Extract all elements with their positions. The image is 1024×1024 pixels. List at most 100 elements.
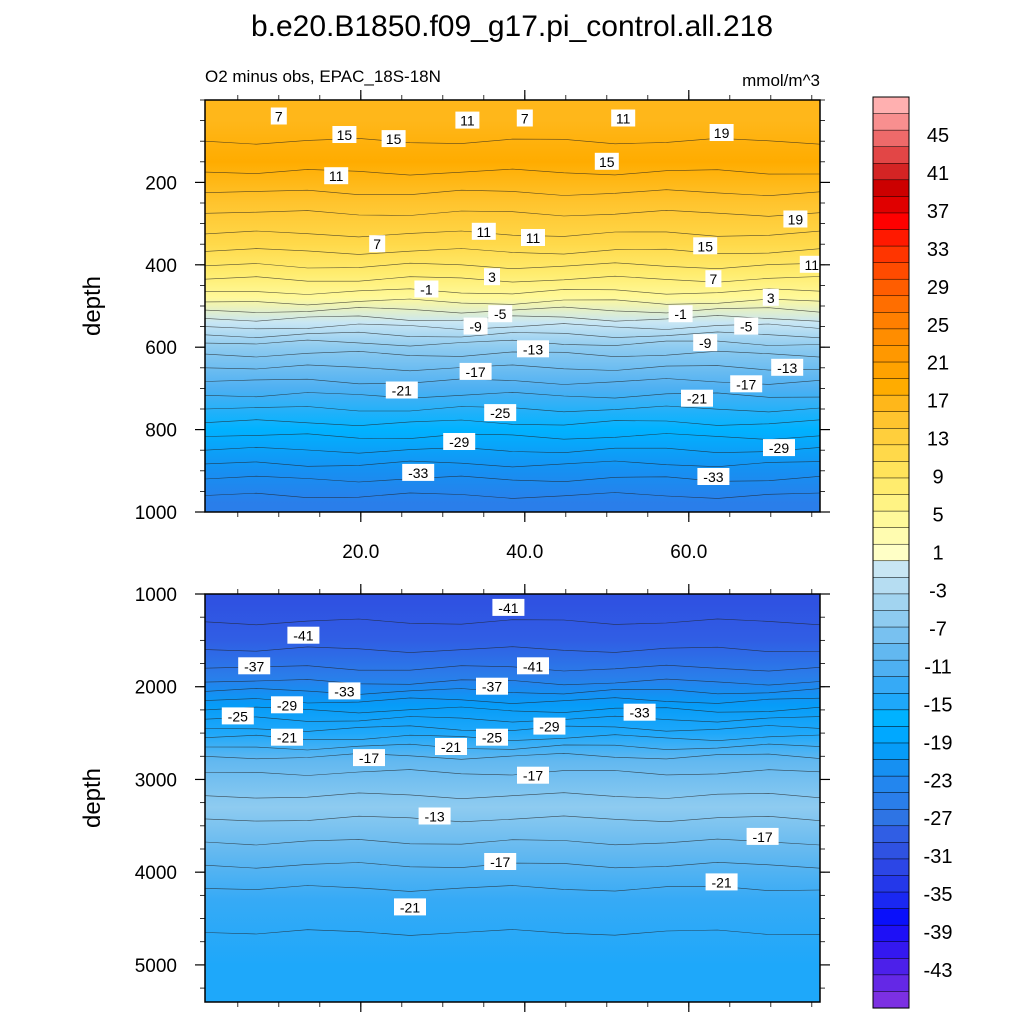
upper-contour-label: 15 [599,154,615,170]
lower-y-tick-label: 4000 [135,863,177,884]
upper-contour-line [204,209,821,217]
lower-contour-line [204,688,821,695]
colorbar-swatch [872,693,910,711]
lower-contour-label-box [476,677,508,695]
colorbar-level-label: -43 [924,960,953,982]
upper-contour-line [204,364,821,372]
upper-contour-label-box [443,433,476,450]
upper-contour-label: 11 [329,168,344,184]
lower-panel-frame [204,593,821,1003]
colorbar-swatch [872,858,910,877]
colorbar-level-label: 41 [927,163,949,185]
lower-contour-label: -17 [359,750,379,766]
lower-y-tick-label: 1000 [135,585,177,606]
upper-contour-line [205,288,821,295]
upper-contour-label: -17 [465,364,485,380]
colorbar-swatch [872,477,910,496]
upper-contour-label-box [693,237,718,255]
upper-contour-label: 3 [488,269,496,285]
upper-contour-label: -17 [736,376,756,392]
colorbar-level-label: -39 [924,922,953,944]
colorbar-swatch [872,295,910,313]
lower-contour-label: -21 [711,874,731,890]
colorbar-swatch [872,96,910,115]
lower-contour-label: -41 [523,658,543,674]
lower-contour-line [204,706,821,714]
upper-contour-label: -9 [699,335,712,351]
upper-contour-label-box [455,111,480,129]
upper-contour-line [204,230,821,238]
colorbar-swatch [872,378,910,396]
upper-contour-line [204,306,821,314]
colorbar-swatch [872,394,910,413]
upper-contour-label: -1 [420,282,433,298]
lower-contour-label: -41 [293,628,313,644]
upper-contour-line [204,433,821,440]
upper-contour-label: -29 [769,440,789,456]
lower-contour-label: -17 [490,854,510,870]
colorbar-swatch [872,560,910,578]
lower-contour-line [204,715,821,723]
upper-contour-line [204,391,821,399]
upper-y-tick-label: 600 [145,338,177,359]
colorbar-swatch [872,196,910,214]
lower-contour-label-box [238,657,271,675]
upper-contour-label: -25 [490,405,510,421]
lower-contour-label-box [705,873,738,891]
colorbar-swatch [872,676,910,694]
colorbar-swatch [872,345,910,363]
upper-contour-label: 7 [710,271,718,287]
colorbar-level-label: -23 [924,770,953,792]
lower-contour-label: -21 [441,739,461,755]
upper-contour-line [204,262,821,270]
colorbar-swatch [872,129,910,148]
lower-contour-label-box [533,717,566,735]
colorbar-level-label: 25 [927,315,949,337]
colorbar-swatch [872,759,910,777]
lower-contour-label-box [394,898,426,916]
colorbar-level-label: -15 [924,694,953,716]
upper-contour-label-box [488,305,513,323]
colorbar-swatch [872,278,910,297]
colorbar-level-label: 29 [927,277,949,299]
lower-contour-label-box [435,738,467,755]
upper-contour-label: 19 [788,212,804,228]
upper-contour-label-box [459,362,492,380]
lower-contour-label: -25 [482,730,502,746]
lower-contour-label: -13 [424,809,444,825]
upper-contour-line [204,446,821,454]
lower-contour-line [204,646,821,653]
chart-subtitle: O2 minus obs, EPAC_18S-18N [205,67,441,86]
colorbar-swatch [872,941,910,959]
upper-contour-label-box [385,381,418,399]
lower-contour-label: -17 [752,829,772,845]
upper-contour-label-box [381,130,406,148]
lower-x-ticks [237,584,813,1012]
colorbar-level-label: 13 [927,429,949,451]
colorbar-swatch [872,577,910,595]
upper-contour-label-box [414,280,439,298]
colorbar-swatch [872,659,910,678]
colorbar-level-label: 9 [932,467,943,489]
colorbar-swatch [872,229,910,247]
upper-contour-label: 15 [697,238,713,254]
upper-contour-label-box [697,468,730,485]
colorbar-level-label: -27 [924,808,953,830]
upper-contour-label-box [324,167,349,185]
colorbar-frame [872,96,910,1009]
lower-contour-label-box [517,657,549,675]
colorbar [872,96,910,1009]
lower-contour-label: -41 [498,600,518,616]
upper-y-tick-label: 1000 [135,503,177,524]
lower-contour-label-box [418,807,451,825]
upper-x-tick-label: 20.0 [342,542,379,563]
upper-y-tick-label: 400 [145,256,177,277]
lower-y-tick-label: 3000 [135,770,177,791]
upper-contour-label: -29 [449,434,469,450]
colorbar-level-label: 1 [932,543,943,565]
lower-contour-label-box [271,728,303,746]
colorbar-swatch [872,461,910,479]
upper-contour-label-box [681,389,713,407]
lower-contour-line [204,815,821,823]
